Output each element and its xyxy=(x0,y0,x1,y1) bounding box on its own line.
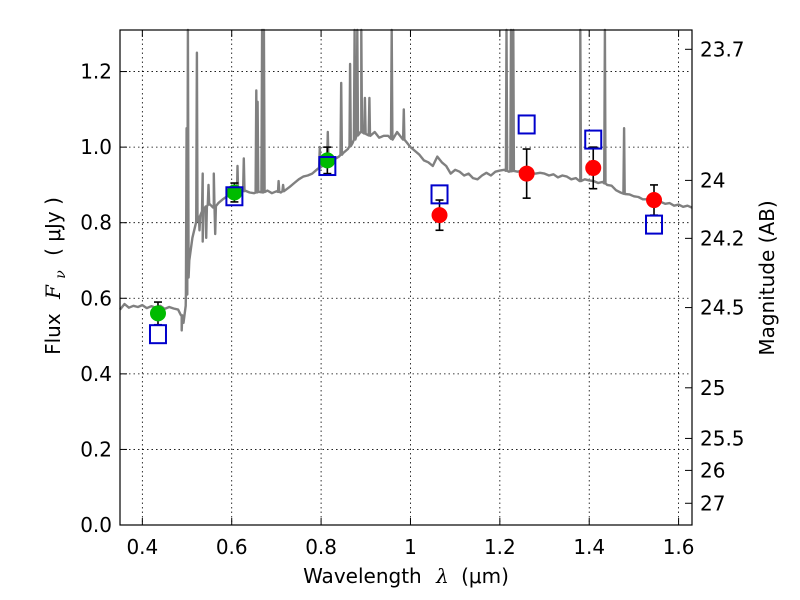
y-tick-label: 0.8 xyxy=(80,211,112,235)
x-tick-label: 1.4 xyxy=(573,535,605,559)
mag-tick-label: 24 xyxy=(700,168,725,192)
y-axis-unit: ( μJy ) xyxy=(41,197,65,256)
data-point xyxy=(646,192,663,209)
model-square-marker xyxy=(584,129,603,150)
mag-tick-label: 23.7 xyxy=(700,37,745,61)
y-axis-label: Flux F ν ( μJy ) xyxy=(41,197,70,355)
plot-frame xyxy=(119,29,693,526)
ticks-layer: 0.4 0.6 0.8 1 1.2 1.4 1.6 0.0 0.2 0.4 0.6 0.8 1.0 1.2… xyxy=(80,30,745,559)
y-tick-label: 0.0 xyxy=(80,513,112,537)
model-square-marker xyxy=(645,214,664,235)
data-point xyxy=(518,165,535,182)
y-axis-label-text: Flux xyxy=(41,313,65,355)
series-layer xyxy=(148,114,664,345)
mag-tick-label: 27 xyxy=(700,491,725,515)
x-axis-label-text: Wavelength xyxy=(303,564,422,588)
x-axis-label: Wavelength λ (μm) xyxy=(303,564,509,588)
x-axis-unit: (μm) xyxy=(461,564,509,588)
x-axis-symbol: λ xyxy=(435,564,449,588)
data-point xyxy=(431,207,448,224)
model-square-marker xyxy=(430,184,449,205)
x-tick-label: 0.8 xyxy=(305,535,337,559)
y2-axis-label: Magnitude (AB) xyxy=(755,200,779,355)
data-point xyxy=(319,152,336,169)
model-square-marker xyxy=(318,156,337,177)
x-tick-label: 0.6 xyxy=(216,535,248,559)
mag-tick-label: 25.5 xyxy=(700,426,745,450)
spectrum-layer xyxy=(119,28,693,332)
x-tick-label: 0.4 xyxy=(126,535,158,559)
x-tick-label: 1.2 xyxy=(484,535,516,559)
mag-tick-label: 24.5 xyxy=(700,296,745,320)
y-tick-label: 1.0 xyxy=(80,135,112,159)
model-square-marker xyxy=(148,324,167,345)
y-tick-label: 0.4 xyxy=(80,362,112,386)
mag-tick-label: 24.2 xyxy=(700,226,745,250)
spectrum-line xyxy=(119,28,693,332)
mag-tick-label: 25 xyxy=(700,376,725,400)
y-tick-label: 0.6 xyxy=(80,286,112,310)
x-tick-label: 1.6 xyxy=(663,535,695,559)
y-tick-label: 1.2 xyxy=(80,60,112,84)
x-tick-label: 1 xyxy=(404,535,417,559)
mag-tick-label: 26 xyxy=(700,458,725,482)
data-point xyxy=(149,305,166,322)
y-axis-symbol: F xyxy=(41,284,65,300)
y-tick-label: 0.2 xyxy=(80,437,112,461)
model-square-marker xyxy=(517,114,536,135)
model-square-marker xyxy=(225,186,244,207)
data-point xyxy=(585,159,602,176)
y-axis-subscript: ν xyxy=(53,270,69,279)
